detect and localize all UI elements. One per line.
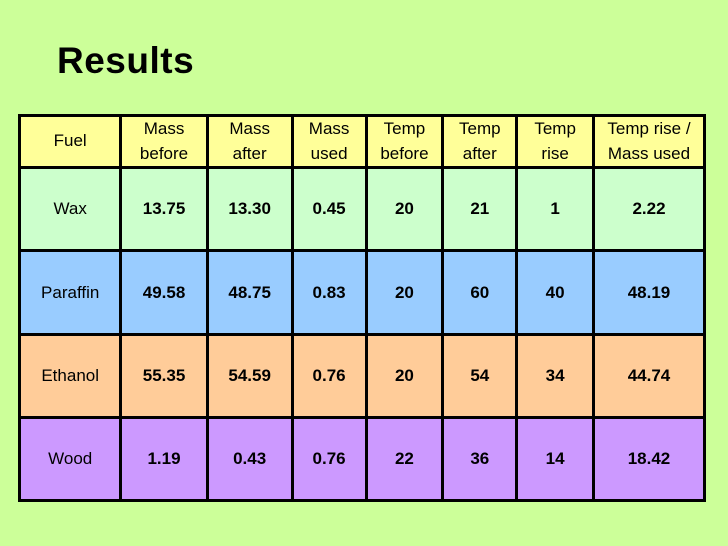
- table-row-paraffin: Paraffin 49.58 48.75 0.83 20 60 40 48.19: [17, 249, 707, 336]
- table-row-wax: Wax 13.75 13.30 0.45 20 21 1 2.22: [17, 166, 707, 253]
- data-cell: 1: [515, 166, 595, 253]
- header-cell-temp-rise-per-mass-used: Temp rise / Mass used: [591, 113, 707, 170]
- data-cell: 2.22: [591, 166, 707, 253]
- data-cell: 0.76: [290, 332, 368, 419]
- header-cell-fuel: Fuel: [17, 113, 123, 170]
- data-cell: 21: [441, 166, 519, 253]
- data-cell: 20: [364, 166, 445, 253]
- header-cell-temp-after: Temp after: [441, 113, 519, 170]
- data-cell: 1.19: [119, 415, 209, 503]
- data-cell: 40: [515, 249, 595, 336]
- results-table: Fuel Mass before Mass after Mass used Te…: [17, 113, 707, 503]
- data-cell: 20: [364, 249, 445, 336]
- header-cell-temp-rise: Temp rise: [515, 113, 595, 170]
- header-cell-mass-before: Mass before: [119, 113, 209, 170]
- data-cell: 0.83: [290, 249, 368, 336]
- table-row-ethanol: Ethanol 55.35 54.59 0.76 20 54 34 44.74: [17, 332, 707, 419]
- table-row-wood: Wood 1.19 0.43 0.76 22 36 14 18.42: [17, 415, 707, 503]
- header-row: Fuel Mass before Mass after Mass used Te…: [17, 113, 707, 170]
- data-cell: 54: [441, 332, 519, 419]
- page-title: Results: [57, 40, 195, 81]
- data-cell: 0.76: [290, 415, 368, 503]
- row-label-paraffin: Paraffin: [17, 249, 123, 336]
- data-cell: 13.30: [205, 166, 294, 253]
- data-cell: 18.42: [591, 415, 707, 503]
- header-cell-mass-after: Mass after: [205, 113, 294, 170]
- data-cell: 49.58: [119, 249, 209, 336]
- data-cell: 36: [441, 415, 519, 503]
- data-cell: 34: [515, 332, 595, 419]
- data-cell: 0.43: [205, 415, 294, 503]
- row-label-ethanol: Ethanol: [17, 332, 123, 419]
- row-label-wood: Wood: [17, 415, 123, 503]
- data-cell: 13.75: [119, 166, 209, 253]
- row-label-wax: Wax: [17, 166, 123, 253]
- data-cell: 60: [441, 249, 519, 336]
- data-cell: 54.59: [205, 332, 294, 419]
- data-cell: 22: [364, 415, 445, 503]
- data-cell: 0.45: [290, 166, 368, 253]
- header-cell-temp-before: Temp before: [364, 113, 445, 170]
- data-cell: 44.74: [591, 332, 707, 419]
- data-cell: 48.75: [205, 249, 294, 336]
- data-cell: 14: [515, 415, 595, 503]
- data-cell: 48.19: [591, 249, 707, 336]
- data-cell: 20: [364, 332, 445, 419]
- header-cell-mass-used: Mass used: [290, 113, 368, 170]
- data-cell: 55.35: [119, 332, 209, 419]
